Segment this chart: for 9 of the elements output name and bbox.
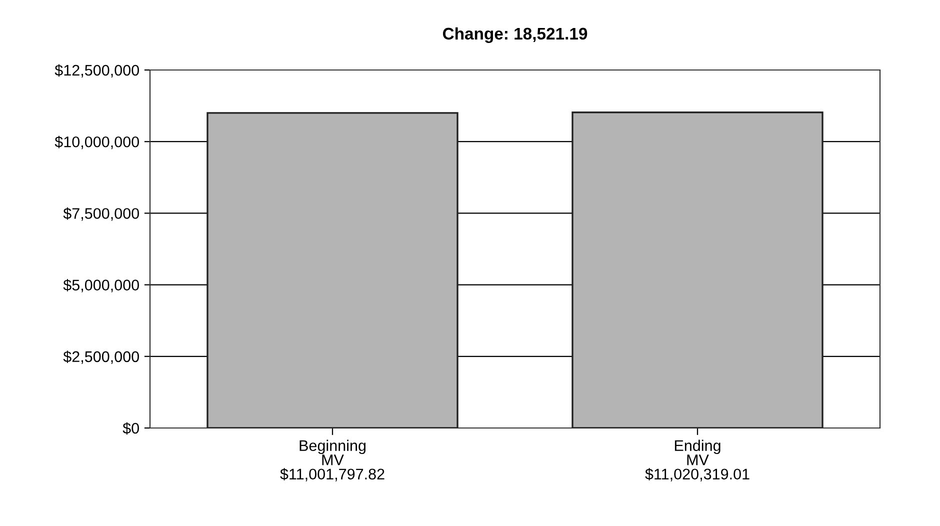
y-tick-label: $10,000,000 bbox=[54, 136, 139, 150]
chart-title: Change: 18,521.19 bbox=[442, 27, 588, 43]
x-tick-label: Beginning MV $11,001,797.82 bbox=[280, 440, 384, 482]
y-tick-label: $2,500,000 bbox=[63, 350, 139, 364]
y-tick-label: $12,500,000 bbox=[54, 64, 139, 78]
y-tick-label: $5,000,000 bbox=[63, 279, 139, 292]
y-tick-label: $0 bbox=[122, 422, 139, 435]
x-tick-label: Ending MV $11,020,319.01 bbox=[645, 440, 750, 482]
y-tick-label: $7,500,000 bbox=[63, 207, 139, 221]
